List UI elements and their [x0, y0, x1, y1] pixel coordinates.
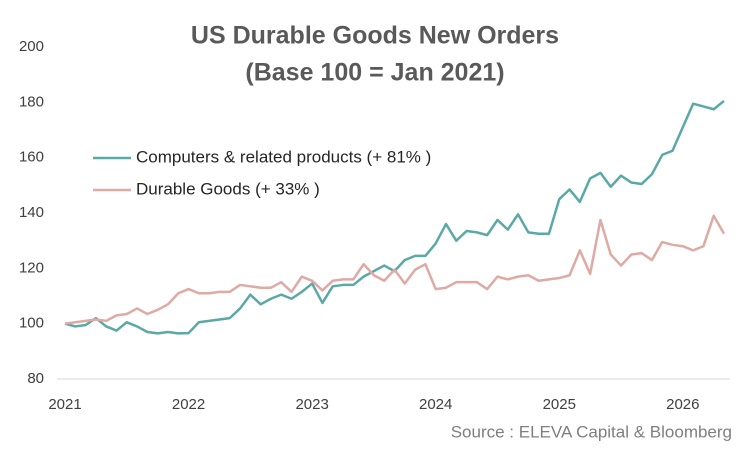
- y-tick-label: 120: [19, 259, 44, 276]
- x-tick-label: 2026: [666, 396, 699, 413]
- x-tick-label: 2021: [48, 396, 81, 413]
- x-tick-label: 2022: [172, 396, 205, 413]
- source-note: Source : ELEVA Capital & Bloomberg: [451, 422, 732, 441]
- y-tick-label: 100: [19, 315, 44, 332]
- x-tick-label: 2024: [419, 396, 452, 413]
- series-line: [64, 214, 726, 325]
- legend-label: Computers & related products (+ 81% ): [136, 147, 431, 166]
- y-tick-label: 200: [19, 38, 44, 55]
- series-line: [64, 99, 725, 335]
- y-tick-label: 80: [27, 370, 44, 387]
- y-tick-label: 180: [19, 93, 44, 110]
- y-tick-label: 160: [19, 149, 44, 166]
- chart-title: US Durable Goods New Orders: [191, 22, 559, 50]
- y-tick-label: 140: [19, 204, 44, 221]
- x-tick-label: 2023: [295, 396, 328, 413]
- legend-label: Durable Goods (+ 33% ): [136, 179, 320, 198]
- x-tick-label: 2025: [543, 396, 576, 413]
- chart-subtitle: (Base 100 = Jan 2021): [245, 59, 504, 87]
